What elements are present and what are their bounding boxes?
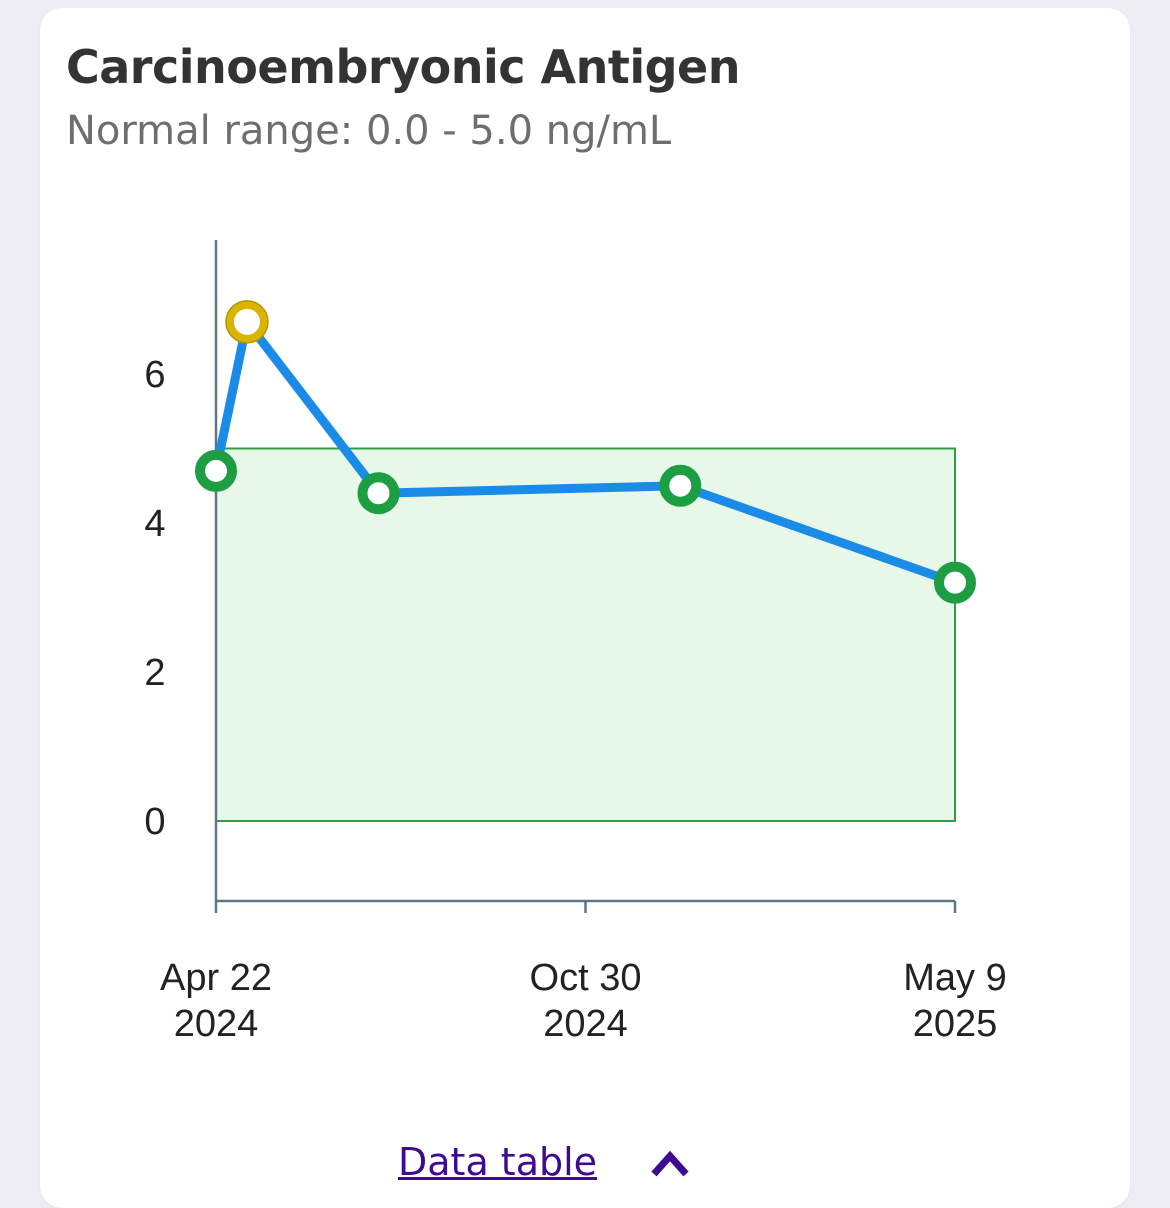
normal-range-band bbox=[215, 447, 956, 822]
x-tick-label: Oct 30 bbox=[530, 957, 642, 999]
y-tick-label: 2 bbox=[144, 652, 165, 694]
chevron-up-icon[interactable] bbox=[650, 1148, 690, 1178]
data-point bbox=[357, 472, 400, 515]
x-tick-label: May 9 bbox=[903, 957, 1006, 999]
data-point-abnormal bbox=[225, 300, 268, 343]
y-tick-label: 4 bbox=[144, 503, 165, 545]
normal-range-subtitle: Normal range: 0.0 - 5.0 ng/mL bbox=[66, 108, 672, 154]
data-point bbox=[934, 561, 976, 604]
x-tick-label: Apr 22 bbox=[160, 957, 272, 999]
x-tick-label-year: 2024 bbox=[174, 1003, 259, 1045]
x-tick-label-year: 2024 bbox=[543, 1003, 628, 1045]
data-point bbox=[659, 464, 702, 507]
data-point-outline bbox=[225, 300, 269, 344]
data-table-toggle-link[interactable]: Data table bbox=[398, 1140, 598, 1184]
y-tick-label: 0 bbox=[144, 801, 165, 843]
data-point bbox=[195, 449, 237, 492]
x-tick-label-year: 2025 bbox=[913, 1003, 998, 1045]
chart-title: Carcinoembryonic Antigen bbox=[66, 40, 740, 94]
y-tick-label: 6 bbox=[144, 354, 165, 396]
